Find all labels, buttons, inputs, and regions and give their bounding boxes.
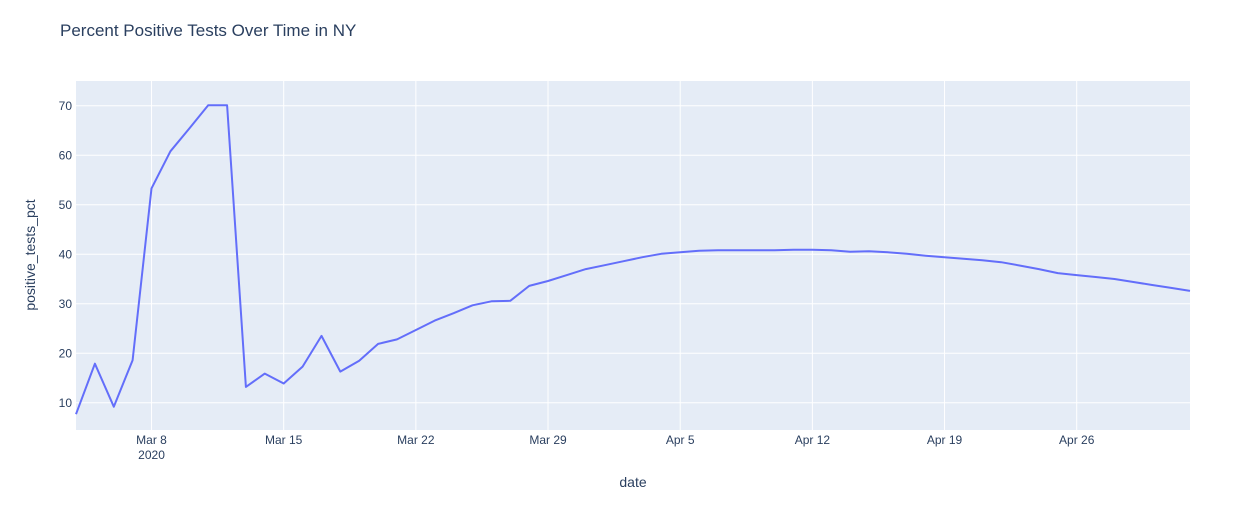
x-axis-label: date [619,474,646,490]
x-tick-sublabel: 2020 [138,448,165,462]
x-tick-label: Mar 8 [136,433,167,447]
x-tick-label: Apr 5 [666,433,695,447]
y-axis-label: positive_tests_pct [22,199,38,310]
x-tick-label: Apr 26 [1059,433,1095,447]
plot-area [76,81,1190,430]
x-tick-label: Apr 19 [927,433,963,447]
x-tick-label: Mar 29 [529,433,567,447]
y-tick-label: 60 [59,148,73,162]
chart-title: Percent Positive Tests Over Time in NY [60,21,356,40]
x-tick-label: Mar 15 [265,433,303,447]
y-tick-label: 10 [59,396,73,410]
grid-lines [76,81,1190,430]
series-line [75,104,1191,415]
x-tick-label: Mar 22 [397,433,435,447]
y-tick-label: 50 [59,198,73,212]
x-tick-label: Apr 12 [795,433,831,447]
y-tick-label: 40 [59,247,73,261]
y-tick-label: 20 [59,346,73,360]
y-tick-label: 70 [59,99,73,113]
y-tick-label: 30 [59,297,73,311]
